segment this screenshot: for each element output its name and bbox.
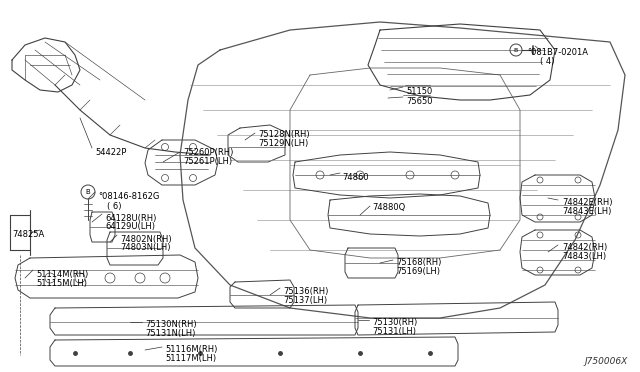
- Text: 75650: 75650: [406, 97, 433, 106]
- Text: 75168(RH): 75168(RH): [396, 258, 442, 267]
- Text: 74842(RH): 74842(RH): [562, 243, 607, 252]
- Text: 75261P(LH): 75261P(LH): [183, 157, 232, 166]
- Text: 75130N(RH): 75130N(RH): [145, 320, 196, 329]
- Text: 54422P: 54422P: [95, 148, 126, 157]
- Text: B: B: [86, 189, 90, 195]
- Text: 74802N(RH): 74802N(RH): [120, 235, 172, 244]
- Text: 51150: 51150: [406, 87, 432, 96]
- Text: 75136(RH): 75136(RH): [283, 287, 328, 296]
- Text: 74843(LH): 74843(LH): [562, 252, 606, 261]
- Text: 75131N(LH): 75131N(LH): [145, 329, 195, 338]
- Text: 74825A: 74825A: [12, 230, 44, 239]
- Text: 51117M(LH): 51117M(LH): [165, 354, 216, 363]
- Text: 74803N(LH): 74803N(LH): [120, 243, 170, 252]
- Text: 51115M(LH): 51115M(LH): [36, 279, 87, 288]
- Text: 75131(LH): 75131(LH): [372, 327, 416, 336]
- Text: °081B7-0201A: °081B7-0201A: [527, 48, 588, 57]
- Text: 74843E(LH): 74843E(LH): [562, 207, 611, 216]
- Text: °08146-8162G: °08146-8162G: [98, 192, 159, 201]
- Text: 64129U(LH): 64129U(LH): [105, 222, 155, 231]
- Text: ( 4): ( 4): [540, 57, 554, 66]
- Text: 51114M(RH): 51114M(RH): [36, 270, 88, 279]
- Text: 64128U(RH): 64128U(RH): [105, 214, 156, 223]
- Text: 51116M(RH): 51116M(RH): [165, 345, 218, 354]
- Text: 75260P(RH): 75260P(RH): [183, 148, 234, 157]
- Text: 75129N(LH): 75129N(LH): [258, 139, 308, 148]
- Text: J750006X: J750006X: [585, 357, 628, 366]
- Text: ( 6): ( 6): [107, 202, 122, 211]
- Text: 74842E(RH): 74842E(RH): [562, 198, 612, 207]
- Text: 75169(LH): 75169(LH): [396, 267, 440, 276]
- Text: 75130(RH): 75130(RH): [372, 318, 417, 327]
- Text: 74880Q: 74880Q: [372, 203, 405, 212]
- Text: 75128N(RH): 75128N(RH): [258, 130, 310, 139]
- Text: B: B: [514, 48, 518, 52]
- Text: 74860: 74860: [342, 173, 369, 182]
- Text: 75137(LH): 75137(LH): [283, 296, 327, 305]
